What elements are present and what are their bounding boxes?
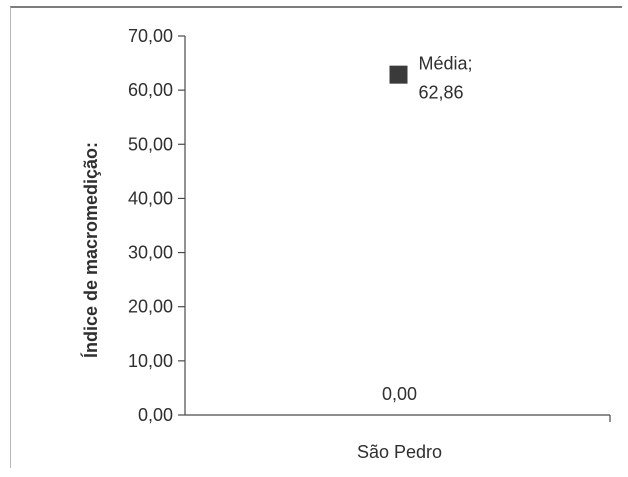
y-tick-label: 40,00 [128, 188, 173, 208]
series-data-label: 62,86 [419, 83, 464, 103]
axes [184, 36, 611, 422]
x-category-label: São Pedro [357, 442, 442, 462]
chart-frame [10, 6, 622, 468]
y-tick-label: 0,00 [138, 405, 173, 425]
y-tick-label: 70,00 [128, 26, 173, 46]
y-ticks: 0,00 10,00 20,00 30,00 40,00 50,00 60,00 70,00 [128, 26, 185, 425]
y-tick-label: 10,00 [128, 351, 173, 371]
zero-value-label: 0,00 [382, 384, 417, 404]
series-marker-media [389, 65, 408, 84]
x-categories: São Pedro [357, 442, 442, 462]
y-tick-label: 20,00 [128, 297, 173, 317]
data-labels: Média; 62,86 0,00 [382, 54, 473, 404]
y-axis-title: Índice de macromedição: [80, 142, 101, 358]
y-tick-label: 60,00 [128, 80, 173, 100]
y-tick-label: 30,00 [128, 243, 173, 263]
y-tick-label: 50,00 [128, 134, 173, 154]
data-marks [389, 65, 408, 84]
series-data-label: Média; [419, 54, 473, 74]
